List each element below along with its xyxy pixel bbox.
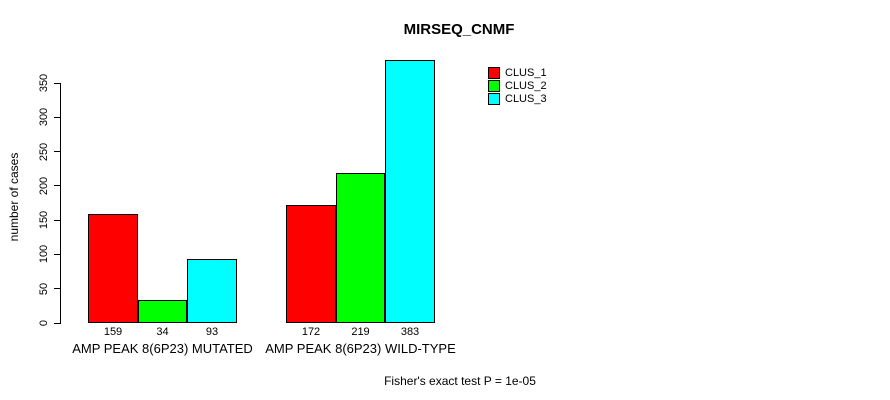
stat-note: Fisher's exact test P = 1e-05 (384, 374, 536, 388)
bar-clus_2-group2 (336, 173, 385, 323)
bar-value-label: 383 (400, 326, 420, 338)
bar-clus_1-group1 (88, 214, 138, 323)
bar-clus_2-group1 (138, 300, 187, 323)
bar-value-label: 159 (103, 326, 123, 338)
bar-value-label: 34 (156, 326, 169, 338)
bar-clus_3-group2 (385, 60, 435, 323)
y-tick (54, 322, 61, 324)
bar-value-label: 219 (351, 326, 370, 338)
y-tick-label: 300 (38, 108, 50, 127)
y-tick-label: 200 (38, 176, 50, 196)
bar-clus_3-group1 (187, 259, 237, 323)
x-category-label: AMP PEAK 8(6P23) WILD-TYPE (265, 341, 456, 356)
legend-label-clus_3: CLUS_3 (505, 93, 547, 105)
y-tick-label: 0 (38, 319, 50, 327)
y-tick (54, 151, 61, 153)
y-tick (54, 185, 61, 187)
y-tick-label: 250 (38, 142, 50, 161)
y-axis-line (60, 83, 61, 324)
y-tick (54, 253, 61, 255)
x-category-label: AMP PEAK 8(6P23) MUTATED (72, 341, 253, 356)
legend-label-clus_2: CLUS_2 (505, 80, 547, 92)
y-tick (54, 116, 61, 118)
bar-clus_1-group2 (286, 205, 336, 323)
y-tick (54, 219, 61, 221)
bar-value-label: 172 (301, 326, 321, 338)
legend-swatch-clus_1 (488, 67, 500, 79)
y-tick-label: 150 (38, 210, 50, 230)
y-tick-label: 350 (38, 73, 50, 93)
legend-swatch-clus_2 (488, 80, 500, 92)
y-axis-label: number of cases (7, 152, 21, 242)
y-tick-label: 100 (38, 245, 50, 264)
legend-swatch-clus_3 (488, 93, 500, 105)
legend-label-clus_1: CLUS_1 (505, 67, 547, 79)
y-tick-label: 50 (38, 282, 50, 295)
y-tick (54, 288, 61, 290)
chart-title: MIRSEQ_CNMF (403, 21, 515, 38)
y-tick (54, 82, 61, 84)
bar-value-label: 93 (205, 326, 219, 338)
